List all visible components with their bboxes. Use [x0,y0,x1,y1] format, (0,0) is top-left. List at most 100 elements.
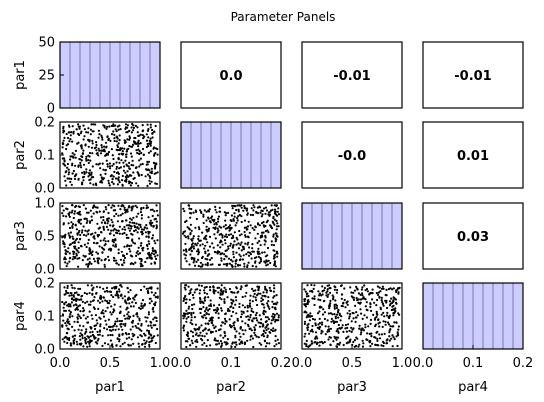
scatter-point [107,343,110,346]
scatter-point [382,344,385,348]
scatter-point [255,265,258,268]
scatter-point [150,180,153,183]
scatter-point [151,237,154,240]
scatter-point [358,343,361,346]
scatter-point [219,246,222,249]
scatter-point [99,323,102,326]
scatter-point [262,207,266,210]
scatter-point [344,323,347,327]
scatter-point [86,300,89,303]
scatter-point [264,212,267,215]
scatter-point [329,291,332,294]
scatter-point [182,314,185,317]
scatter-point [131,233,134,236]
scatter-point [192,296,195,299]
scatter-point [273,223,276,226]
scatter-point [113,139,116,143]
scatter-point [107,179,110,182]
scatter-point [216,244,219,247]
scatter-point [141,147,145,151]
scatter-point [138,317,141,320]
scatter-point [112,123,115,126]
scatter-point [118,161,121,164]
panel-par3-par4: 0.03 [422,202,524,270]
scatter-point [62,142,65,145]
scatter-point [380,313,383,316]
scatter-point [303,322,306,325]
scatter-point [270,319,273,322]
scatter-point [192,311,195,314]
scatter-point [224,219,227,222]
x-tick-label: 0.5 [342,356,363,371]
scatter-point [108,184,111,187]
scatter-point [257,288,260,291]
scatter-point [340,297,343,300]
scatter-point [64,164,67,167]
scatter-point [126,244,129,247]
scatter-point [147,236,150,239]
scatter-point [66,162,69,166]
scatter-point [249,253,252,256]
scatter-point [260,300,263,303]
scatter-point [316,341,319,344]
scatter-point [201,343,204,346]
scatter-point [115,212,118,215]
scatter-point [256,303,259,307]
scatter-point [194,242,197,245]
scatter-point [192,235,195,238]
scatter-point [124,332,127,335]
scatter-point [66,304,69,307]
scatter-point [244,235,247,238]
scatter-point [68,323,71,326]
scatter-point [360,288,363,291]
scatter-point [61,313,65,316]
scatter-point [266,263,269,266]
histogram-bar [341,202,353,270]
scatter-point [89,178,92,181]
scatter-point [224,242,227,245]
scatter-point [217,229,220,232]
scatter-point [130,338,133,341]
scatter-point [305,344,308,348]
scatter-point [203,310,207,313]
scatter-point [79,164,82,167]
scatter-point [134,324,137,328]
scatter-point [384,299,387,302]
scatter-point [148,179,151,182]
scatter-point [336,328,339,331]
scatter-point [146,257,149,260]
scatter-point [124,317,127,320]
scatter-point [240,340,243,343]
scatter-point [203,291,206,294]
scatter-point [65,265,68,268]
scatter-point [152,306,155,309]
scatter-point [69,313,72,316]
scatter-point [230,226,233,229]
scatter-point [310,328,314,331]
scatter-point [264,316,267,319]
scatter-point [68,140,71,143]
scatter-point [145,204,148,207]
scatter-point [91,288,94,291]
scatter-point [147,216,150,219]
scatter-point [147,331,150,334]
scatter-point [73,153,76,156]
scatter-point [140,230,143,234]
scatter-point [103,290,106,293]
scatter-point [112,162,115,166]
scatter-point [255,335,258,338]
scatter-point [87,145,90,148]
scatter-point [77,125,80,128]
scatter-point [138,345,141,348]
scatter-point [273,218,276,221]
scatter-point [237,247,241,250]
scatter-point [247,261,250,264]
scatter-point [192,247,195,250]
scatter-point [218,296,221,299]
scatter-point [66,292,70,295]
panel-par3-par2 [180,202,282,270]
scatter-point [314,322,317,325]
scatter-point [136,226,139,229]
scatter-point [304,332,307,335]
scatter-point [195,332,198,335]
